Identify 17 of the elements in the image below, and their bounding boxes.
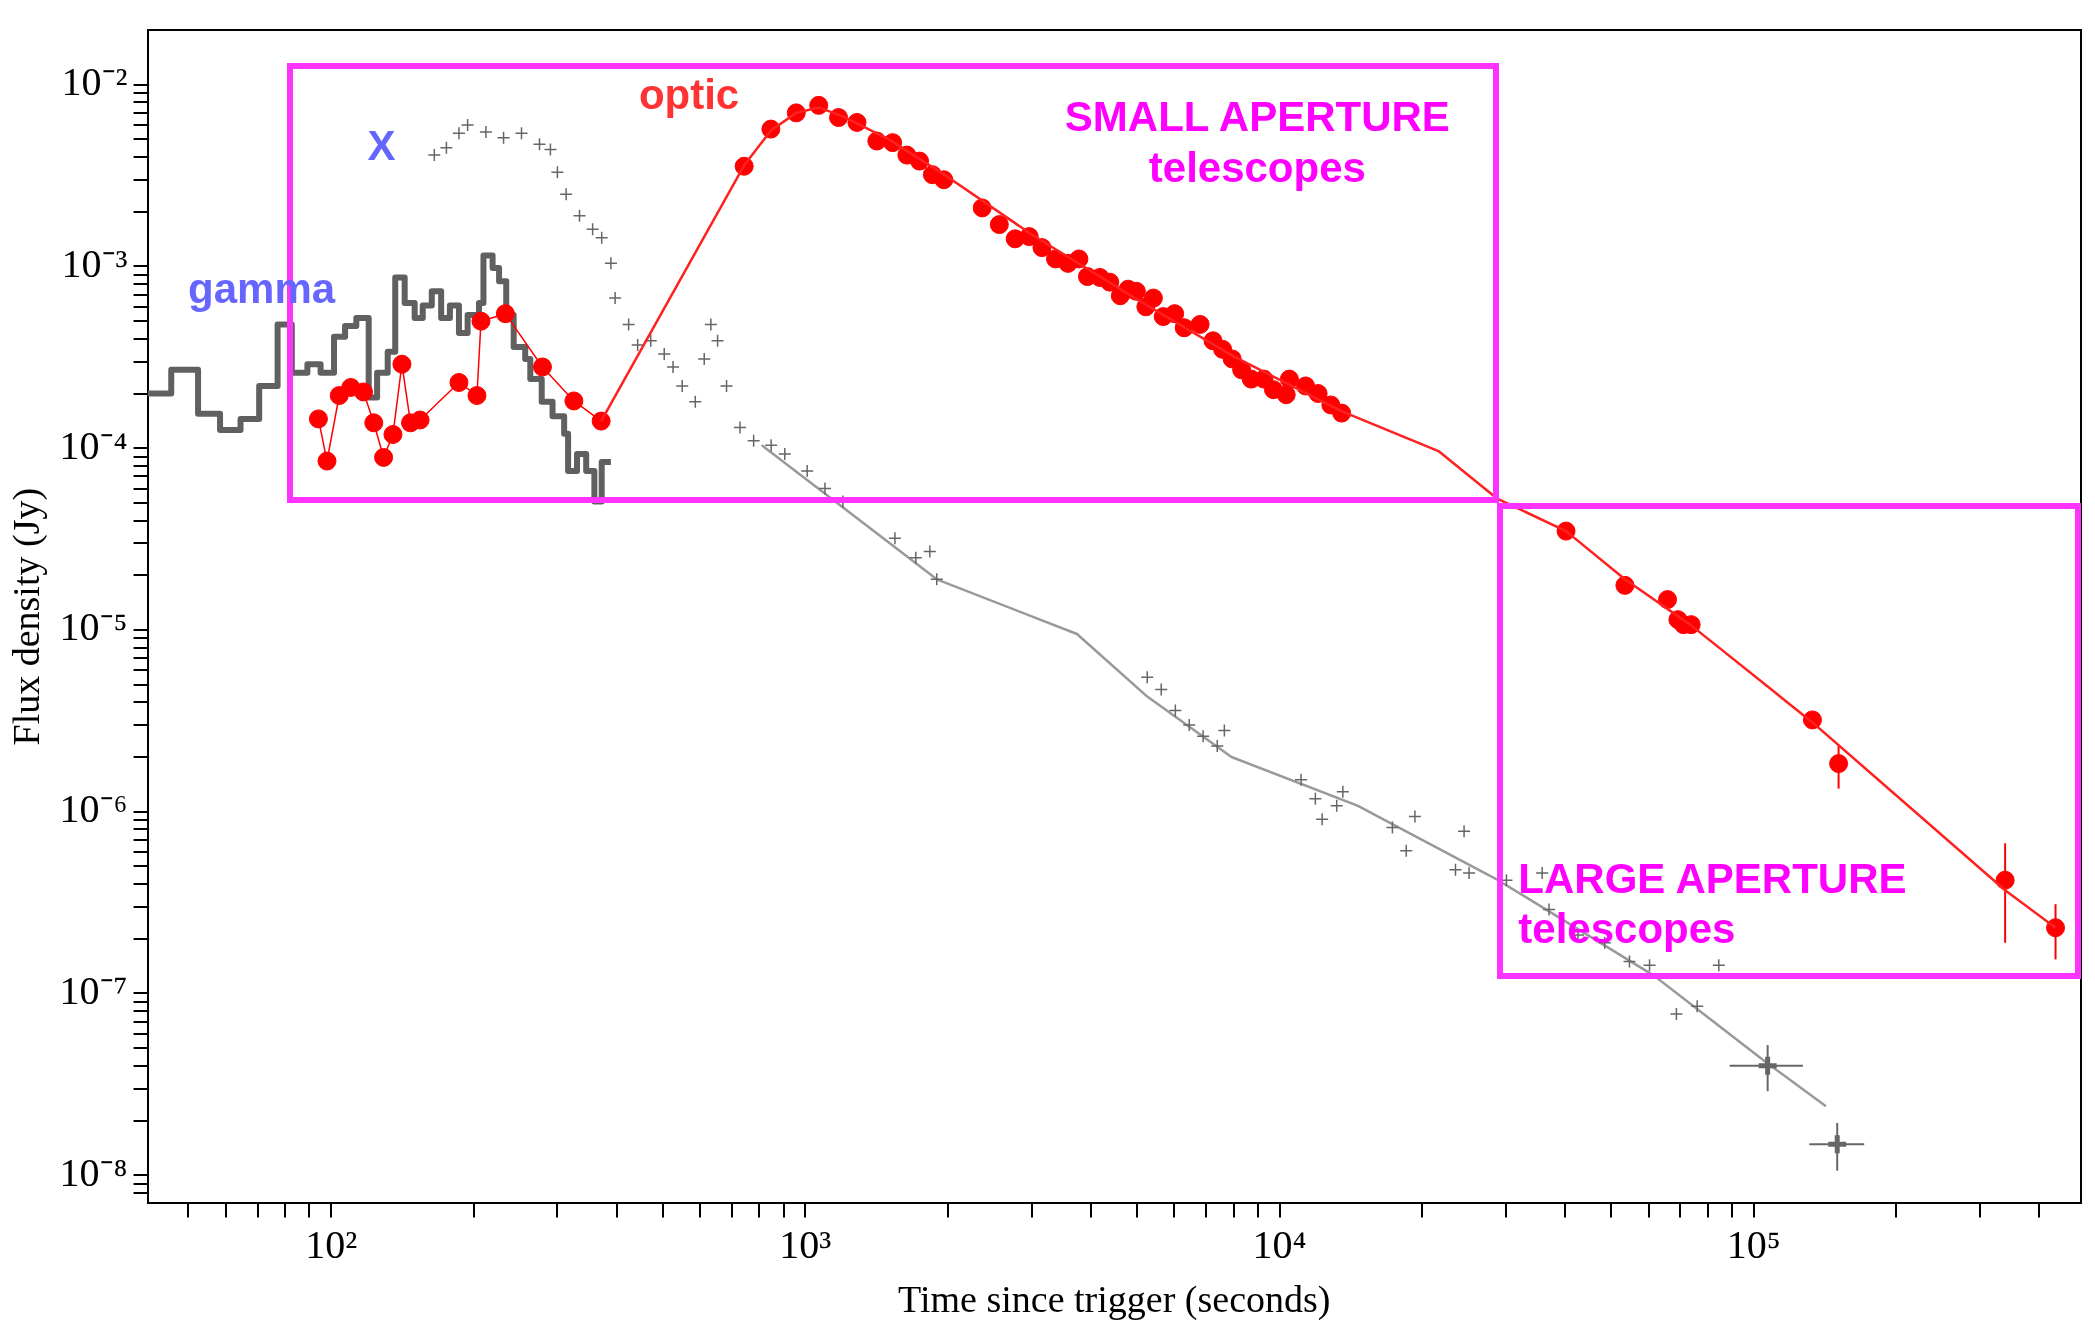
x-tick-label: 10⁵: [1726, 1221, 1781, 1267]
y-tick-label: 10⁻⁸: [59, 1149, 128, 1195]
y-tick-label: 10⁻²: [61, 59, 128, 105]
y-tick-label: 10⁻⁷: [59, 967, 128, 1013]
y-tick-label: 10⁻⁵: [59, 604, 128, 650]
y-axis-title: Flux density (Jy): [4, 487, 48, 746]
x-tick-label: 10⁴: [1252, 1221, 1307, 1267]
annotation: X: [367, 121, 396, 172]
annotation: optic: [638, 69, 740, 120]
y-tick-label: 10⁻⁴: [59, 422, 128, 468]
annotation: SMALL APERTURE telescopes: [1064, 92, 1450, 193]
y-tick-label: 10⁻³: [61, 240, 128, 286]
x-axis-title: Time since trigger (seconds): [898, 1278, 1331, 1322]
y-tick-label: 10⁻⁶: [59, 786, 128, 832]
x-tick-label: 10²: [305, 1221, 358, 1267]
x-tick-label: 10³: [779, 1221, 832, 1267]
annotation: LARGE APERTURE telescopes: [1518, 853, 1907, 955]
